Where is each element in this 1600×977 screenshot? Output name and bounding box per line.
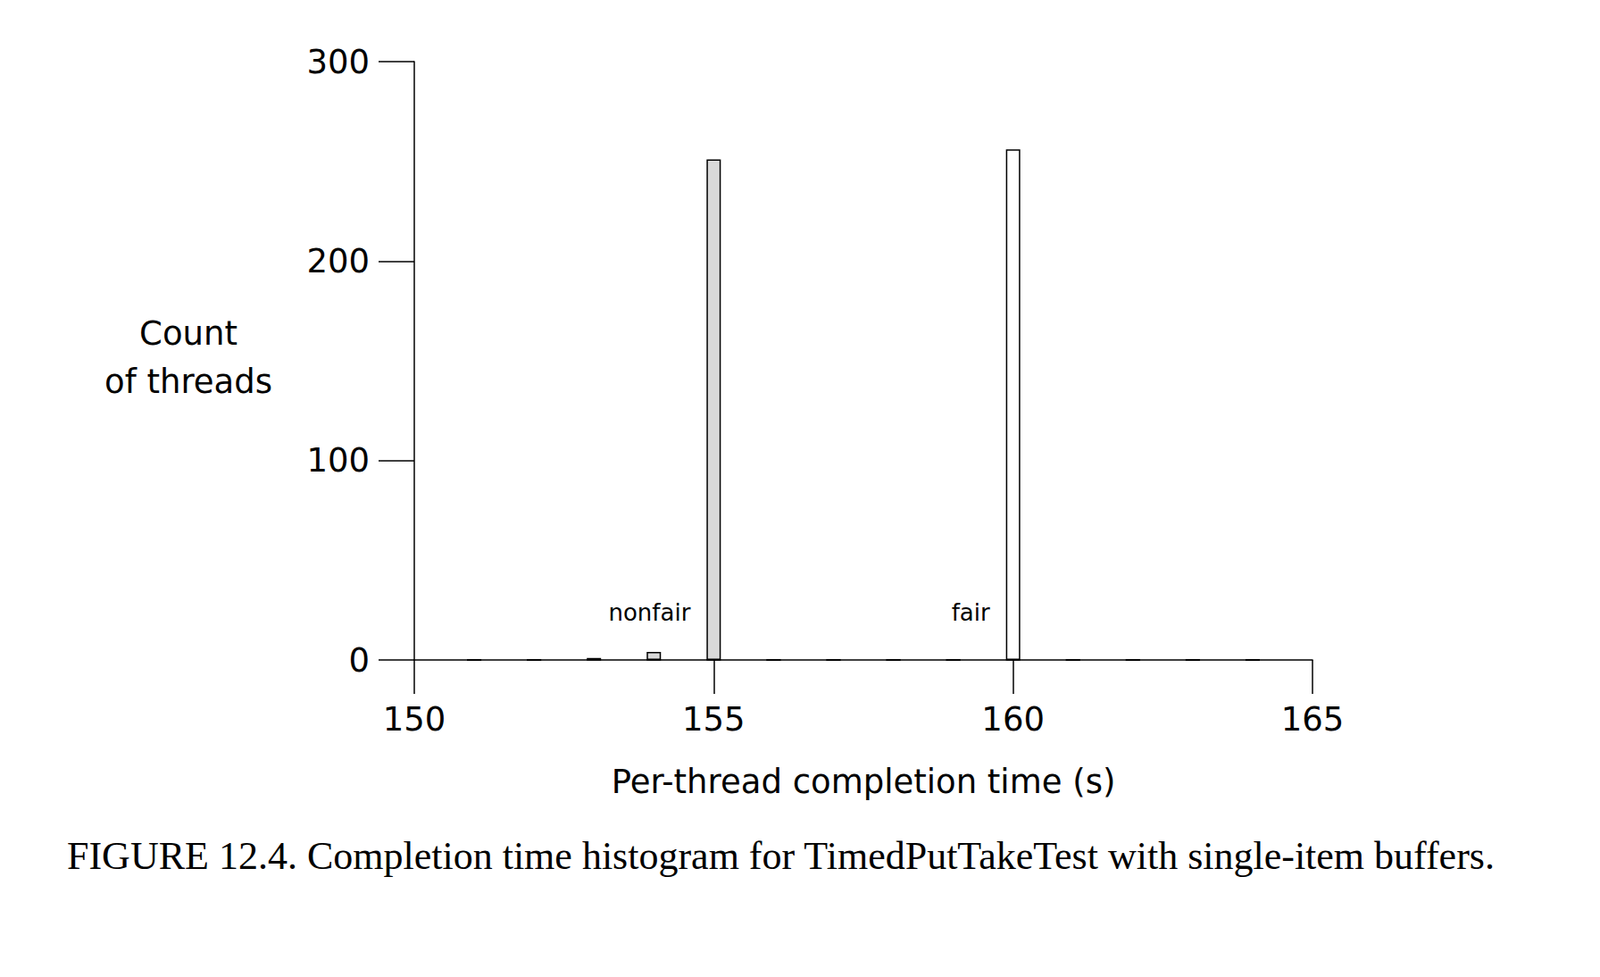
svg-text:Per-thread completion time (s): Per-thread completion time (s) [611,762,1117,801]
svg-text:150: 150 [383,700,447,739]
svg-text:300: 300 [306,42,370,82]
svg-text:155: 155 [682,700,746,739]
svg-text:200: 200 [306,241,370,281]
svg-text:100: 100 [306,441,370,480]
svg-text:165: 165 [1281,700,1345,739]
svg-text:160: 160 [981,700,1045,739]
svg-text:fair: fair [951,599,991,626]
svg-text:0: 0 [348,641,370,680]
svg-text:FIGURE 12.4. Completion time h: FIGURE 12.4. Completion time histogram f… [66,833,1495,878]
svg-text:nonfair: nonfair [608,599,691,626]
svg-text:of threads: of threads [104,362,273,401]
svg-text:Count: Count [139,314,238,353]
